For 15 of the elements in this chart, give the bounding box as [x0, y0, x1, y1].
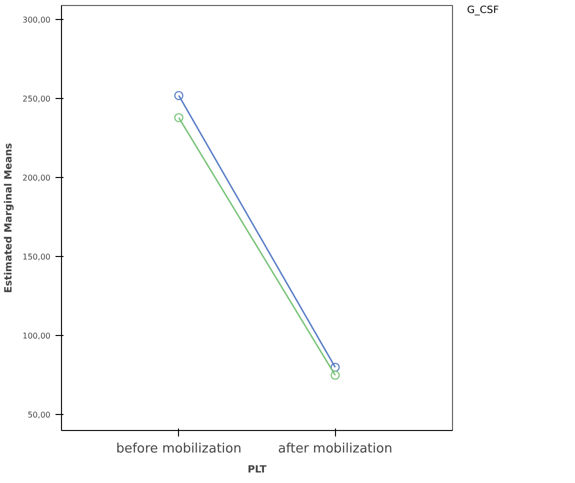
y-tick-label: 250,00 — [22, 94, 51, 104]
point — [330, 370, 340, 380]
legend-title: G_CSF — [467, 4, 499, 18]
x-tick-label: after mobilization — [278, 442, 392, 456]
x-tick-label: before mobilization — [116, 442, 242, 456]
y-tick-label: 100,00 — [22, 332, 51, 341]
y-tick-label: 50,00 — [28, 410, 51, 420]
y-tick-label: 150,00 — [22, 252, 51, 262]
point — [174, 113, 184, 122]
y-axis-title: Estimated Marginal Means — [4, 143, 15, 293]
point — [330, 362, 340, 372]
y-tick-label: 300,00 — [22, 16, 51, 25]
x-axis-title: PLT — [248, 464, 267, 476]
point — [174, 90, 184, 100]
y-tick-label: 200,00 — [22, 174, 51, 183]
